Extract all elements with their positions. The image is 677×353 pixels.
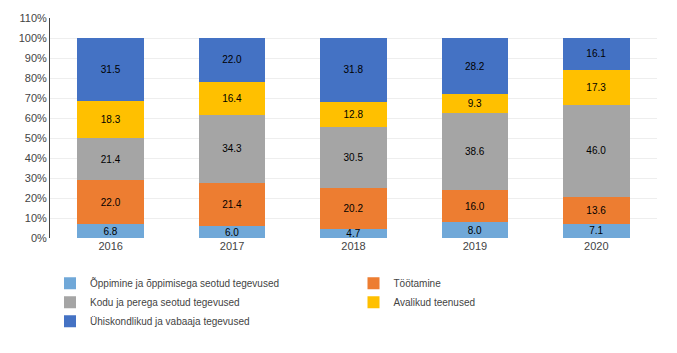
svg-text:10%: 10% <box>25 212 47 224</box>
svg-text:4.7: 4.7 <box>346 228 360 239</box>
svg-text:20.2: 20.2 <box>344 203 364 214</box>
svg-text:Ühiskondlikud ja vabaaja tegev: Ühiskondlikud ja vabaaja tegevused <box>90 316 250 327</box>
svg-text:Õppimine ja õppimisega seotud: Õppimine ja õppimisega seotud tegevused <box>90 277 279 289</box>
svg-text:2018: 2018 <box>341 240 365 252</box>
svg-text:22.0: 22.0 <box>101 197 121 208</box>
svg-text:38.6: 38.6 <box>465 146 485 157</box>
svg-text:18.3: 18.3 <box>101 114 121 125</box>
svg-text:16.1: 16.1 <box>586 48 606 59</box>
svg-text:40%: 40% <box>25 152 47 164</box>
svg-text:6.8: 6.8 <box>104 226 118 237</box>
svg-text:31.5: 31.5 <box>101 64 121 75</box>
svg-text:9.3: 9.3 <box>468 98 482 109</box>
svg-text:Avalikud teenused: Avalikud teenused <box>394 297 476 308</box>
svg-text:0%: 0% <box>31 232 47 244</box>
svg-text:22.0: 22.0 <box>222 54 242 65</box>
svg-text:31.8: 31.8 <box>344 64 364 75</box>
svg-text:30.5: 30.5 <box>344 152 364 163</box>
svg-text:17.3: 17.3 <box>586 82 606 93</box>
svg-text:46.0: 46.0 <box>586 145 606 156</box>
svg-text:8.0: 8.0 <box>468 225 482 236</box>
svg-text:Kodu ja perega seotud tegevuse: Kodu ja perega seotud tegevused <box>90 297 240 308</box>
svg-text:21.4: 21.4 <box>222 199 242 210</box>
svg-text:28.2: 28.2 <box>465 61 485 72</box>
svg-text:2020: 2020 <box>584 240 608 252</box>
svg-text:16.4: 16.4 <box>222 93 242 104</box>
svg-text:7.1: 7.1 <box>589 225 603 236</box>
svg-text:80%: 80% <box>25 72 47 84</box>
svg-text:13.6: 13.6 <box>586 205 606 216</box>
svg-text:12.8: 12.8 <box>344 109 364 120</box>
svg-text:110%: 110% <box>19 12 47 24</box>
svg-text:6.0: 6.0 <box>225 227 239 238</box>
svg-text:50%: 50% <box>25 132 47 144</box>
svg-text:Töötamine: Töötamine <box>394 278 442 289</box>
svg-text:90%: 90% <box>25 52 47 64</box>
svg-text:60%: 60% <box>25 112 47 124</box>
svg-text:100%: 100% <box>19 32 47 44</box>
svg-text:34.3: 34.3 <box>222 143 242 154</box>
svg-text:2016: 2016 <box>98 240 122 252</box>
svg-text:70%: 70% <box>25 92 47 104</box>
svg-text:20%: 20% <box>25 192 47 204</box>
svg-text:21.4: 21.4 <box>101 154 121 165</box>
svg-text:30%: 30% <box>25 172 47 184</box>
svg-text:16.0: 16.0 <box>465 201 485 212</box>
svg-text:2017: 2017 <box>220 240 244 252</box>
svg-text:2019: 2019 <box>463 240 487 252</box>
